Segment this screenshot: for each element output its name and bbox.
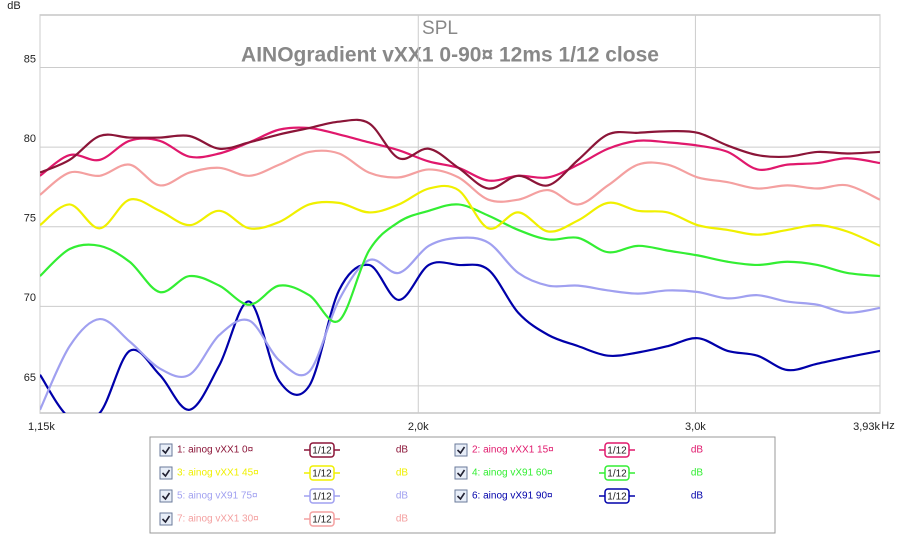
checkmark <box>456 492 466 501</box>
series-line <box>40 184 880 247</box>
legend-unit: dB <box>691 491 704 502</box>
y-axis-label: dB <box>7 0 20 12</box>
smoothing-icon[interactable] <box>309 488 335 504</box>
legend-label: 6: ainog vX91 90¤ <box>472 491 553 502</box>
legend-unit: dB <box>691 468 704 479</box>
series-group <box>40 118 880 413</box>
y-tick-label: 70 <box>24 292 36 304</box>
legend-unit: dB <box>396 514 409 525</box>
legend-checkbox[interactable] <box>159 489 173 503</box>
legend-label: 1: ainog vXX1 0¤ <box>177 445 254 456</box>
legend-checkbox[interactable] <box>454 443 468 457</box>
legend-unit: dB <box>691 445 704 456</box>
checkmark <box>161 469 171 478</box>
series-line <box>40 236 880 411</box>
smoothing-icon[interactable] <box>309 442 335 458</box>
y-tick-label: 80 <box>24 133 36 145</box>
smoothing-icon[interactable] <box>604 465 630 481</box>
chart-title: SPL <box>422 18 458 39</box>
legend-unit: dB <box>396 468 409 479</box>
x-tick-label: 3,93k <box>853 421 880 433</box>
x-axis-label: Hz <box>881 420 894 432</box>
smoothing-label: 1/12 <box>312 469 332 480</box>
legend-checkbox[interactable] <box>159 512 173 526</box>
checkmark <box>161 515 171 524</box>
checkmark <box>161 492 171 501</box>
smoothing-label: 1/12 <box>607 446 627 457</box>
smoothing-label: 1/12 <box>607 492 627 503</box>
legend-label: 5: ainog vX91 75¤ <box>177 491 258 502</box>
legend-unit: dB <box>396 445 409 456</box>
smoothing-icon[interactable] <box>604 488 630 504</box>
smoothing-label: 1/12 <box>312 492 332 503</box>
series-line <box>40 149 880 206</box>
smoothing-label: 1/12 <box>312 446 332 457</box>
smoothing-label: 1/12 <box>607 469 627 480</box>
legend-unit: dB <box>396 491 409 502</box>
y-tick-label: 65 <box>24 372 36 384</box>
legend-checkbox[interactable] <box>454 466 468 480</box>
plot-area <box>39 14 881 414</box>
legend-checkbox[interactable] <box>159 443 173 457</box>
legend-label: 4: ainog vX91 60¤ <box>472 468 553 479</box>
legend-label: 3: ainog vXX1 45¤ <box>177 468 259 479</box>
legend-checkbox[interactable] <box>159 466 173 480</box>
series-line <box>40 261 880 413</box>
y-tick-label: 75 <box>24 213 36 225</box>
smoothing-icon[interactable] <box>309 511 335 527</box>
y-tick-label: 85 <box>24 53 36 65</box>
chart-subtitle: AINOgradient vXX1 0-90¤ 12ms 1/12 close <box>241 44 659 67</box>
checkmark <box>161 446 171 455</box>
legend-label: 7: ainog vXX1 30¤ <box>177 514 259 525</box>
x-tick-label: 2,0k <box>408 421 429 433</box>
smoothing-label: 1/12 <box>312 515 332 526</box>
x-tick-label: 1,15k <box>28 421 55 433</box>
smoothing-icon[interactable] <box>604 442 630 458</box>
checkmark <box>456 469 466 478</box>
x-tick-label: 3,0k <box>685 421 706 433</box>
legend-checkbox[interactable] <box>454 489 468 503</box>
legend-label: 2: ainog vXX1 15¤ <box>472 445 554 456</box>
smoothing-icon[interactable] <box>309 465 335 481</box>
series-line <box>40 203 880 324</box>
checkmark <box>456 446 466 455</box>
series-line <box>40 118 880 190</box>
